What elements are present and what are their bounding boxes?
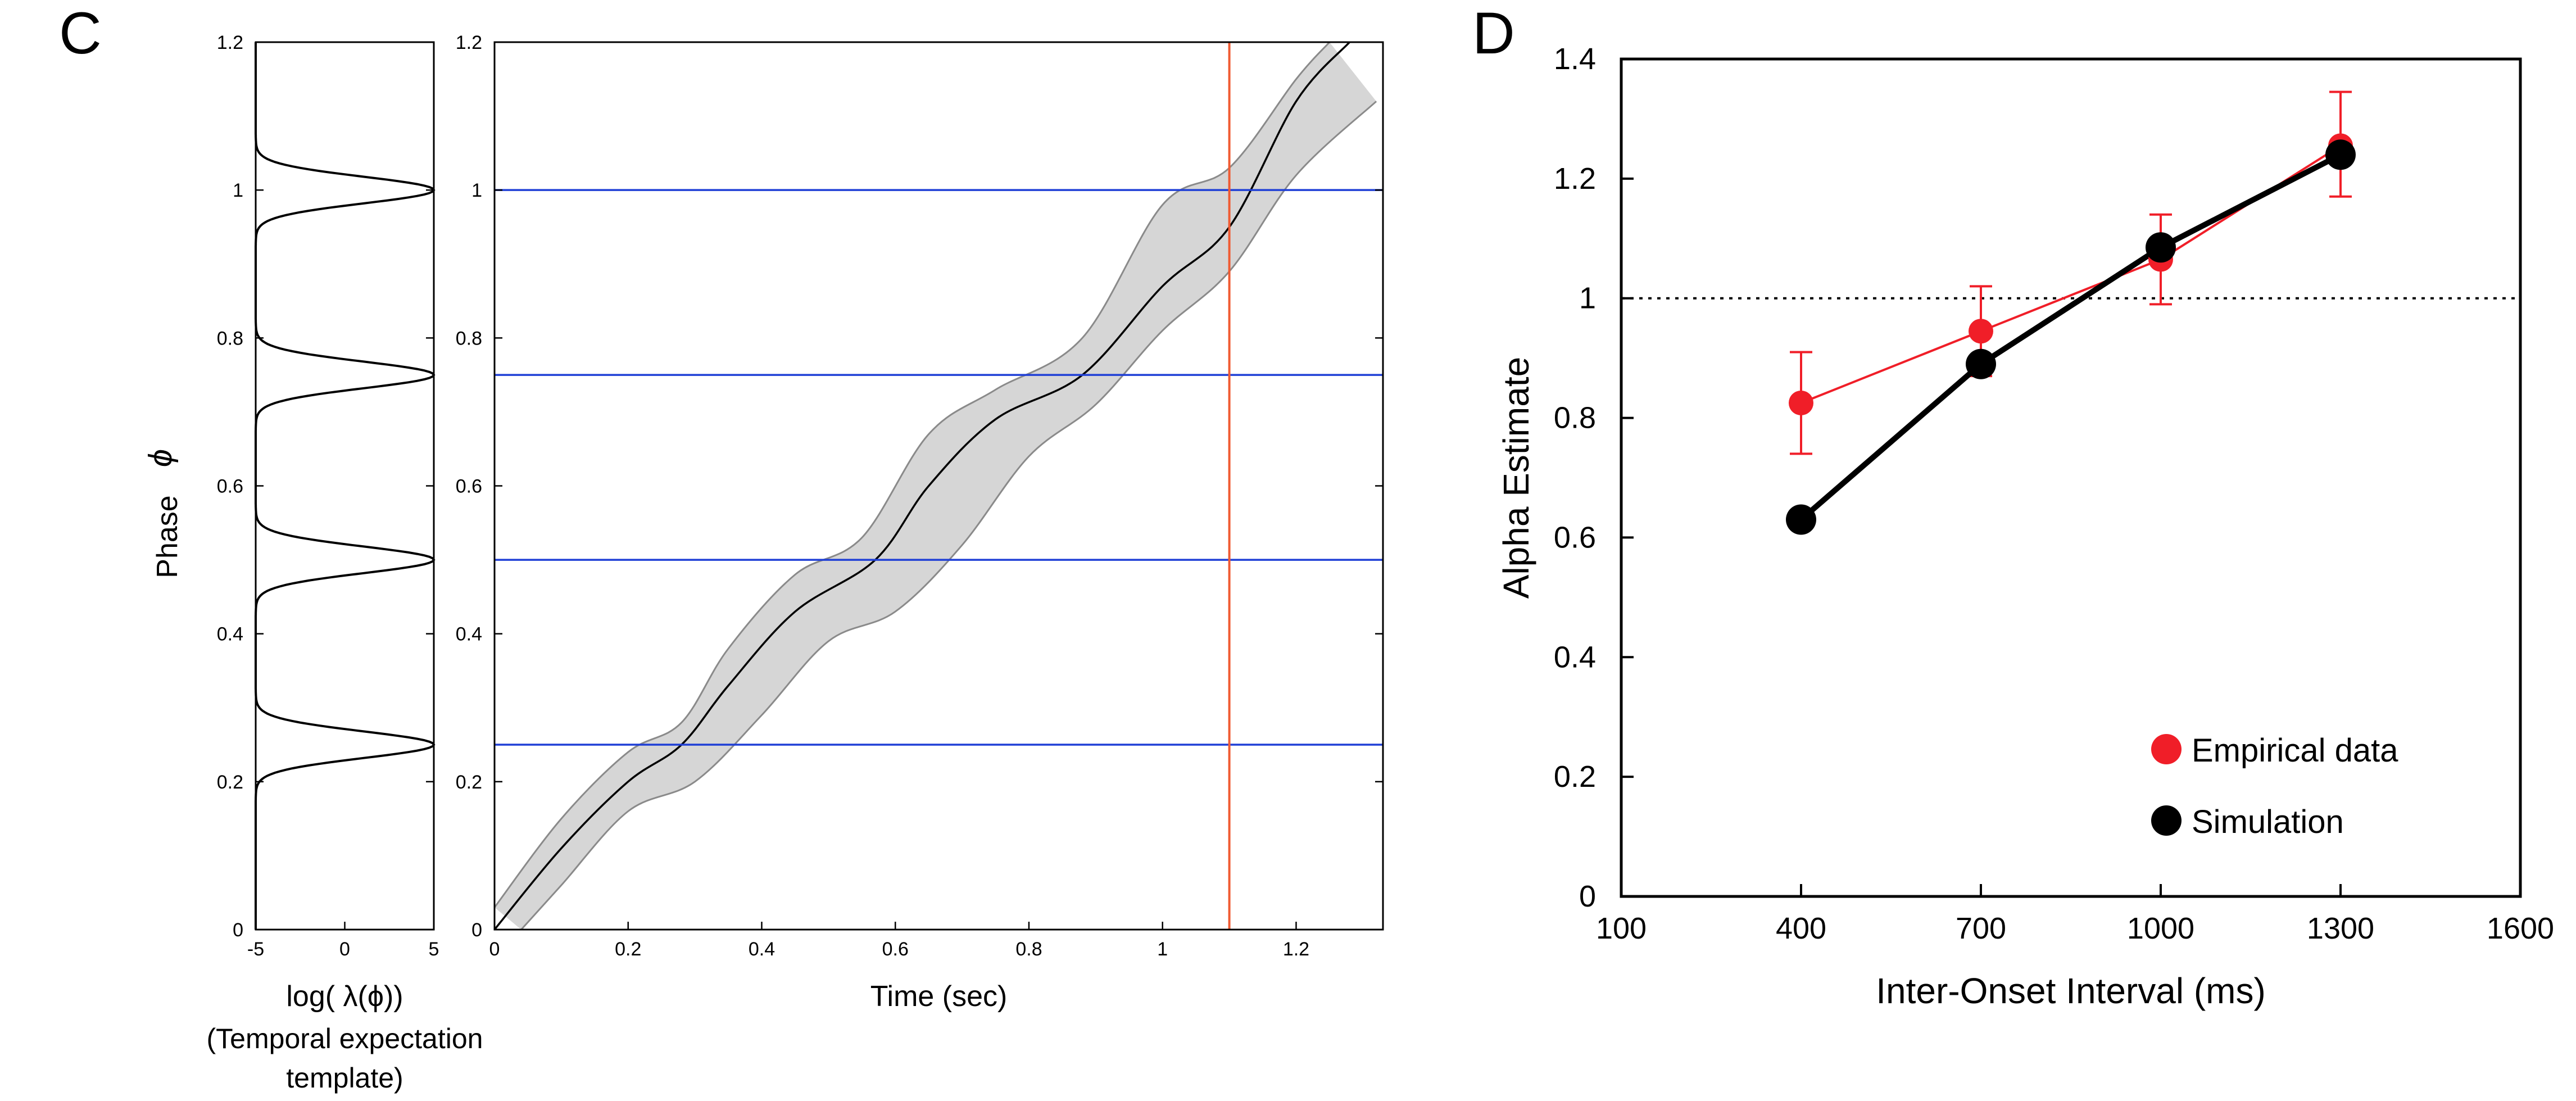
trajectory-xtick-label: 1.2	[1283, 939, 1309, 960]
trajectory-xtick-label: 1	[1157, 939, 1168, 960]
alpha-ytick-label: 0.6	[1554, 520, 1596, 554]
alpha-ytick-label: 0.4	[1554, 640, 1596, 674]
legend-label-simulation: Simulation	[2192, 804, 2344, 840]
alpha-xtick-label: 1300	[2307, 912, 2374, 945]
trajectory-xtick-label: 0.4	[749, 939, 775, 960]
template-xtick-label: -5	[247, 939, 264, 960]
trajectory-xtick-label: 0	[489, 939, 500, 960]
empirical-line	[1801, 144, 2342, 404]
template-ylabel-symbol: ϕ	[142, 449, 179, 467]
trajectory-ytick-label: 0.4	[456, 624, 482, 645]
panel-letter-d: D	[1472, 1, 1515, 66]
trajectory-clipped-group	[495, 42, 1377, 930]
legend-marker-simulation	[2151, 805, 2182, 836]
template-ytick-label: 0	[233, 919, 243, 941]
trajectory-ytick-label: 0.8	[456, 328, 482, 349]
empirical-point	[1789, 390, 1813, 415]
legend-marker-empirical	[2151, 734, 2182, 764]
uncertainty-band	[495, 42, 1377, 930]
trajectory-xlabel: Time (sec)	[870, 980, 1008, 1013]
simulation-line	[1799, 152, 2342, 522]
trajectory-ytick-label: 1	[471, 180, 482, 201]
alpha-ytick-label: 1.4	[1554, 42, 1596, 76]
simulation-point	[1786, 504, 1816, 535]
alpha-ytick-label: 0.2	[1554, 760, 1596, 794]
template-ytick-label: 0.8	[217, 328, 243, 349]
band-upper-edge	[495, 42, 1331, 908]
simulation-point	[2146, 232, 2176, 263]
template-curve	[255, 42, 436, 930]
alpha-xtick-label: 400	[1776, 912, 1826, 945]
legend-label-empirical: Empirical data	[2192, 732, 2398, 769]
panel-letter-c: C	[59, 1, 102, 66]
alpha-ytick-label: 0	[1579, 880, 1596, 913]
template-ytick-label: 0.6	[217, 476, 243, 497]
template-xtick-label: 5	[429, 939, 439, 960]
template-xtick-label: 0	[339, 939, 350, 960]
trajectory-ytick-label: 0.6	[456, 476, 482, 497]
template-ytick-label: 1.2	[217, 32, 243, 53]
trajectory-ytick-label: 0	[471, 919, 482, 941]
phase-trajectory-panel: 0 0.2 0.4 0.6 0.8 1 1.2 0 0.2 0.4 0.6 0.8 1 1.2 Time (…	[456, 32, 1384, 1013]
alpha-xlabel: Inter-Onset Interval (ms)	[1876, 971, 2266, 1011]
alpha-xtick-label: 1000	[2127, 912, 2194, 945]
template-xlabel-sub: template)	[286, 1062, 403, 1094]
alpha-xtick-label: 100	[1596, 912, 1647, 945]
mean-phase-trajectory	[495, 42, 1350, 930]
alpha-ytick-label: 0.8	[1554, 401, 1596, 435]
simulation-point	[2325, 139, 2356, 170]
alpha-xtick-label: 700	[1956, 912, 2006, 945]
trajectory-xtick-label: 0.8	[1015, 939, 1042, 960]
alpha-frame	[1620, 57, 2522, 898]
template-ytick-label: 1	[233, 180, 243, 201]
template-ytick-label: 0.4	[217, 624, 243, 645]
alpha-estimate-panel: 0 0.2 0.4 0.6 0.8 1 1.2 1.4 100 400 700 1000 1300 160…	[1496, 42, 2554, 1011]
alpha-ylabel: Alpha Estimate	[1496, 357, 1536, 599]
template-ytick-label: 0.2	[217, 772, 243, 793]
template-xlabel: log( λ(ϕ))	[286, 980, 403, 1013]
simulation-point	[1966, 348, 1996, 379]
template-xlabel-sub: (Temporal expectation	[207, 1023, 483, 1054]
trajectory-ytick-label: 1.2	[456, 32, 482, 53]
alpha-ytick-label: 1.2	[1554, 162, 1596, 196]
empirical-point	[1969, 319, 1993, 344]
trajectory-ytick-label: 0.2	[456, 772, 482, 793]
alpha-xtick-label: 1600	[2487, 912, 2554, 945]
trajectory-xtick-label: 0.6	[882, 939, 909, 960]
trajectory-xtick-label: 0.2	[615, 939, 641, 960]
alpha-ytick-label: 1	[1579, 282, 1596, 315]
template-ylabel: Phase	[151, 495, 184, 578]
